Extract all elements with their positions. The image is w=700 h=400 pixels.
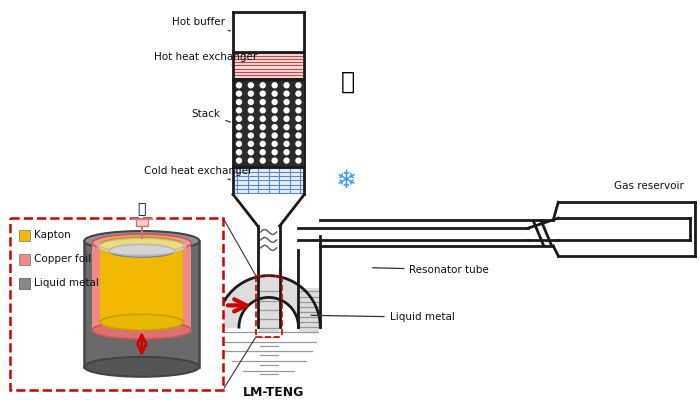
Circle shape	[237, 150, 242, 155]
Text: 💡: 💡	[138, 202, 146, 216]
Circle shape	[296, 133, 301, 138]
Polygon shape	[92, 243, 191, 330]
Circle shape	[248, 116, 253, 121]
Circle shape	[248, 141, 253, 146]
Circle shape	[296, 141, 301, 146]
Ellipse shape	[100, 314, 183, 330]
Circle shape	[248, 125, 253, 130]
Ellipse shape	[97, 238, 186, 255]
Circle shape	[260, 141, 265, 146]
Ellipse shape	[92, 321, 191, 339]
Circle shape	[237, 108, 242, 113]
Text: Liquid metal: Liquid metal	[34, 278, 99, 288]
Circle shape	[237, 116, 242, 121]
Circle shape	[260, 83, 265, 88]
Circle shape	[284, 158, 289, 163]
Circle shape	[296, 83, 301, 88]
Polygon shape	[10, 218, 223, 390]
Text: 🔥: 🔥	[341, 69, 355, 93]
Text: Hot buffer: Hot buffer	[172, 17, 230, 31]
Text: Resonator tube: Resonator tube	[372, 265, 489, 275]
Circle shape	[248, 100, 253, 104]
Circle shape	[260, 108, 265, 113]
Circle shape	[296, 116, 301, 121]
Circle shape	[284, 133, 289, 138]
Text: Copper foil: Copper foil	[34, 254, 91, 264]
Circle shape	[248, 150, 253, 155]
Circle shape	[284, 108, 289, 113]
Circle shape	[248, 158, 253, 163]
Circle shape	[237, 125, 242, 130]
Polygon shape	[19, 230, 30, 241]
Circle shape	[272, 116, 277, 121]
Circle shape	[272, 108, 277, 113]
Polygon shape	[136, 219, 148, 226]
Circle shape	[272, 125, 277, 130]
Polygon shape	[217, 276, 321, 327]
Circle shape	[237, 100, 242, 104]
Circle shape	[272, 141, 277, 146]
Text: Kapton: Kapton	[34, 230, 71, 240]
Ellipse shape	[109, 244, 174, 257]
Text: Stack: Stack	[191, 109, 230, 122]
Circle shape	[272, 83, 277, 88]
Circle shape	[248, 83, 253, 88]
Circle shape	[296, 150, 301, 155]
Circle shape	[237, 141, 242, 146]
Polygon shape	[19, 278, 30, 288]
Circle shape	[260, 125, 265, 130]
Circle shape	[296, 108, 301, 113]
Polygon shape	[84, 241, 200, 367]
Polygon shape	[100, 245, 183, 322]
Circle shape	[260, 150, 265, 155]
Circle shape	[272, 91, 277, 96]
Circle shape	[237, 83, 242, 88]
Circle shape	[248, 133, 253, 138]
Circle shape	[284, 83, 289, 88]
Circle shape	[260, 100, 265, 104]
Circle shape	[272, 100, 277, 104]
Circle shape	[296, 100, 301, 104]
Circle shape	[237, 133, 242, 138]
Circle shape	[272, 133, 277, 138]
Circle shape	[284, 100, 289, 104]
Circle shape	[260, 158, 265, 163]
Circle shape	[296, 158, 301, 163]
Circle shape	[237, 158, 242, 163]
Ellipse shape	[84, 357, 200, 377]
Polygon shape	[19, 254, 30, 265]
Circle shape	[284, 91, 289, 96]
Circle shape	[284, 150, 289, 155]
Circle shape	[248, 108, 253, 113]
Circle shape	[260, 91, 265, 96]
Circle shape	[284, 125, 289, 130]
Circle shape	[296, 91, 301, 96]
Circle shape	[272, 150, 277, 155]
Text: Cold heat exchanger: Cold heat exchanger	[144, 166, 252, 180]
Circle shape	[260, 116, 265, 121]
Text: LM-TENG: LM-TENG	[243, 386, 304, 399]
Ellipse shape	[84, 231, 200, 251]
Text: ❄: ❄	[335, 170, 356, 194]
Circle shape	[284, 141, 289, 146]
Circle shape	[284, 116, 289, 121]
Circle shape	[272, 158, 277, 163]
Ellipse shape	[92, 234, 191, 252]
Circle shape	[248, 91, 253, 96]
Circle shape	[237, 91, 242, 96]
Text: Liquid metal: Liquid metal	[311, 312, 454, 322]
Text: Hot heat exchanger: Hot heat exchanger	[154, 52, 257, 66]
Ellipse shape	[100, 237, 183, 253]
Circle shape	[260, 133, 265, 138]
Circle shape	[296, 125, 301, 130]
Text: Gas reservoir: Gas reservoir	[615, 181, 685, 191]
